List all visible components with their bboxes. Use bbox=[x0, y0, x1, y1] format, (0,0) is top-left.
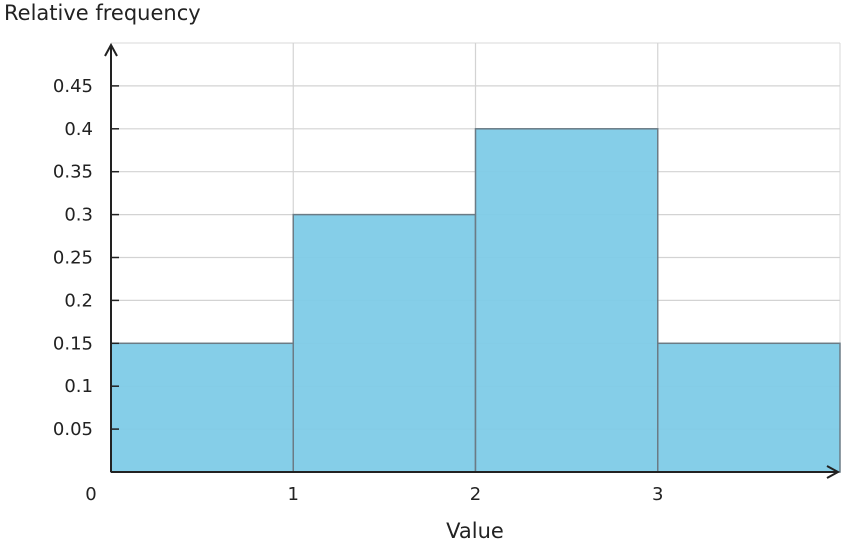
histogram-bar bbox=[292, 213, 477, 473]
y-tick-label: 0.15 bbox=[53, 333, 93, 354]
x-tick-label: 0 bbox=[85, 484, 96, 505]
y-axis-title: Relative frequency bbox=[4, 1, 201, 25]
y-tick-label: 0.2 bbox=[64, 290, 93, 311]
histogram-bar bbox=[110, 342, 294, 473]
x-tick-labels: 0 1 2 3 bbox=[85, 484, 663, 505]
y-tick-label: 0.35 bbox=[53, 162, 93, 183]
y-axis-arrow-icon bbox=[104, 42, 118, 57]
x-axis-title: Value bbox=[446, 519, 504, 543]
y-tick-labels: 0.05 0.1 0.15 0.2 0.25 0.3 0.35 0.4 0.45 bbox=[53, 76, 119, 440]
x-axis-arrow-icon bbox=[826, 465, 841, 479]
x-tick-label: 1 bbox=[288, 484, 299, 505]
y-tick-label: 0.4 bbox=[64, 119, 93, 140]
y-tick-label: 0.25 bbox=[53, 248, 93, 269]
y-tick-label: 0.45 bbox=[53, 76, 93, 97]
y-tick-label: 0.1 bbox=[64, 376, 93, 397]
y-tick-label: 0.05 bbox=[53, 419, 93, 440]
y-tick-label: 0.3 bbox=[64, 205, 93, 226]
x-tick-label: 2 bbox=[470, 484, 481, 505]
histogram-bar bbox=[474, 128, 659, 473]
axes bbox=[104, 42, 841, 479]
histogram-bars bbox=[110, 128, 841, 473]
x-tick-label: 3 bbox=[652, 484, 663, 505]
histogram-bar bbox=[657, 342, 841, 473]
